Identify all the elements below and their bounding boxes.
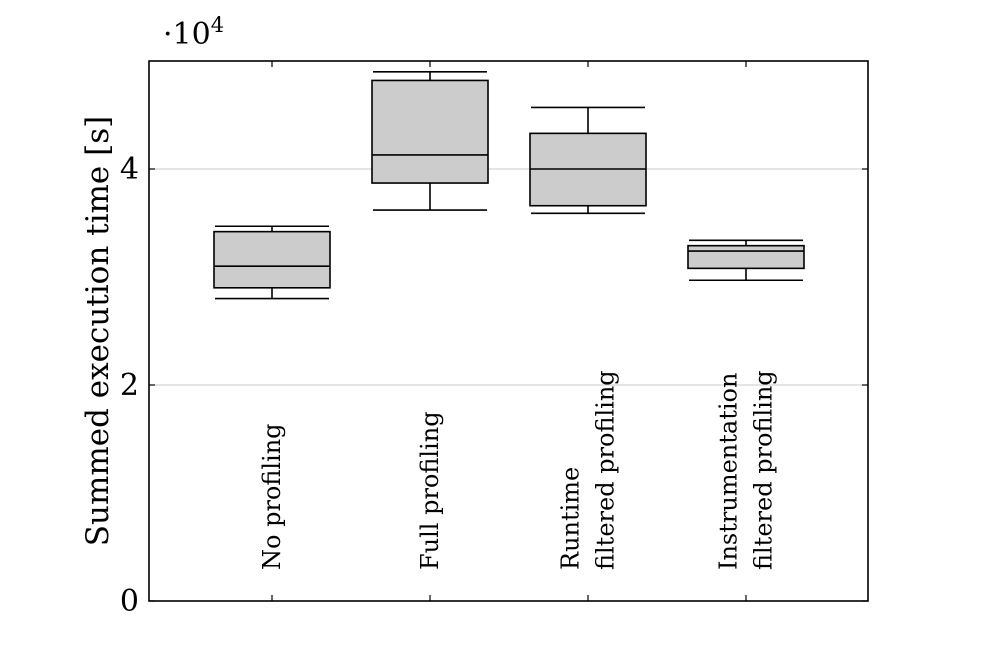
y-tick-label: 4: [120, 152, 139, 187]
box-1: [213, 225, 331, 300]
y-axis-multiplier-base: ·10: [163, 17, 211, 52]
box-3: [529, 106, 647, 215]
category-label-1: No profiling: [258, 423, 286, 570]
plot-frame: [148, 60, 869, 602]
category-label-line: filtered profiling: [750, 370, 778, 570]
category-label-3: Runtime filtered profiling: [557, 370, 620, 570]
y-tick-label: 0: [120, 584, 139, 619]
y-axis-multiplier-exponent: 4: [211, 13, 224, 37]
category-label-4: Instrumentation filtered profiling: [715, 370, 778, 570]
box-4: [687, 239, 805, 282]
category-label-2: Full profiling: [416, 411, 444, 570]
y-axis-title: Summed execution time [s]: [80, 116, 116, 546]
category-label-line: Full profiling: [416, 411, 444, 570]
iqr-box: [213, 230, 331, 289]
iqr-box: [371, 79, 489, 184]
boxes: [213, 71, 805, 300]
y-axis-multiplier: ·104: [163, 13, 224, 52]
axis-ticks: [149, 61, 868, 602]
category-label-line: filtered profiling: [592, 370, 620, 570]
category-label-line: Instrumentation: [715, 373, 743, 570]
y-tick-label: 2: [120, 368, 139, 403]
box-2: [371, 71, 489, 211]
category-label-line: Runtime: [557, 467, 585, 570]
iqr-box: [687, 244, 805, 270]
category-label-line: No profiling: [258, 423, 286, 570]
grid-lines: [149, 168, 868, 386]
